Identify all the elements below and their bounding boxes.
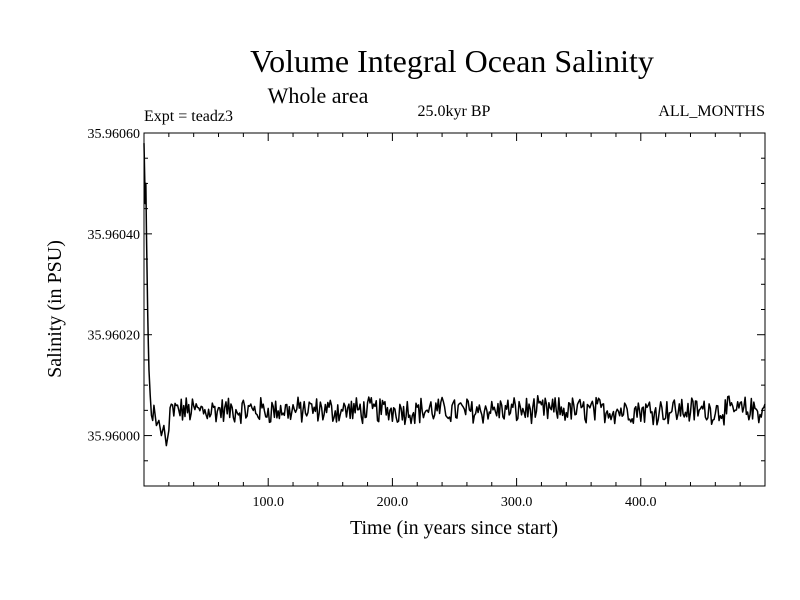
chart-subtitle: Whole area bbox=[268, 83, 369, 108]
x-axis-ticks bbox=[168, 133, 741, 486]
y-tick-label: 35.96000 bbox=[88, 430, 141, 445]
y-tick-label: 35.96040 bbox=[88, 228, 141, 243]
chart-title: Volume Integral Ocean Salinity bbox=[250, 43, 654, 79]
months-label: ALL_MONTHS bbox=[658, 103, 765, 120]
x-axis-label: Time (in years since start) bbox=[350, 517, 558, 539]
y-axis-ticks bbox=[144, 132, 765, 487]
salinity-series-line bbox=[143, 143, 766, 447]
y-tick-label: 35.96020 bbox=[88, 329, 141, 344]
x-axis-tick-labels: 100.0 200.0 300.0 400.0 bbox=[252, 495, 656, 510]
y-tick-label: 35.96060 bbox=[88, 127, 141, 142]
y-axis-tick-labels: 35.96000 35.96020 35.96040 35.96060 bbox=[88, 127, 141, 445]
plot-frame bbox=[143, 132, 766, 487]
experiment-label: Expt = teadz3 bbox=[144, 108, 233, 125]
x-tick-label: 300.0 bbox=[501, 495, 533, 510]
x-tick-label: 100.0 bbox=[252, 495, 284, 510]
period-label: 25.0kyr BP bbox=[418, 103, 491, 120]
x-tick-label: 200.0 bbox=[377, 495, 409, 510]
x-tick-label: 400.0 bbox=[625, 495, 657, 510]
y-axis-label: Salinity (in PSU) bbox=[44, 240, 66, 378]
